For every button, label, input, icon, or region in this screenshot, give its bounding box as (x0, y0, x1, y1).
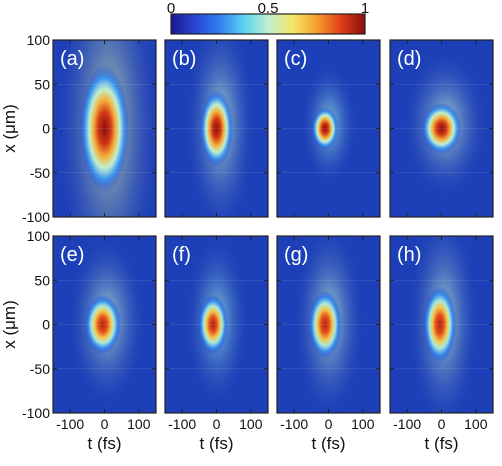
x-tick-label: 100 (239, 416, 263, 432)
panel-e: (e) (52, 235, 157, 414)
intensity-spot (79, 64, 130, 193)
colorbar-gradient (171, 14, 365, 34)
x-tick-label: 100 (127, 416, 151, 432)
panel-label: (h) (397, 244, 421, 266)
panel-g: (g) (276, 235, 381, 414)
x-axis-title: t (fs) (312, 434, 346, 453)
x-tick-label: 0 (213, 416, 221, 432)
colorbar-tick-label: 0.5 (258, 0, 279, 17)
y-tick-label: 0 (42, 317, 50, 333)
panel-a: (a) (52, 39, 157, 218)
panel-label: (g) (284, 244, 308, 266)
y-axis-title: x (μm) (0, 300, 19, 349)
y-tick-label: 100 (27, 228, 51, 244)
intensity-spot (198, 294, 228, 355)
panel-label: (b) (172, 48, 196, 70)
colorbar: 0 0.5 1 (167, 0, 369, 35)
intensity-spot (200, 90, 233, 167)
colorbar-tick-label: 1 (361, 0, 369, 17)
x-tick-label: 100 (464, 416, 488, 432)
x-axis-title: t (fs) (425, 434, 459, 453)
panel-b: (b) (164, 39, 269, 218)
y-tick-label: 0 (42, 121, 50, 137)
y-tick-label: 100 (27, 32, 51, 48)
y-tick-label: 50 (34, 76, 50, 92)
x-tick-label: -100 (56, 416, 84, 432)
panel-label: (e) (60, 244, 84, 266)
x-tick-label: -100 (280, 416, 308, 432)
intensity-spot (421, 103, 462, 154)
panel-label: (d) (397, 48, 421, 70)
panel-grid: (a) (b) (c) (d) (e) (f) (g) (h) (52, 39, 494, 414)
x-tick-label: 0 (325, 416, 333, 432)
x-tick-label: 0 (101, 416, 109, 432)
x-tick-label: 0 (438, 416, 446, 432)
panel-c: (c) (276, 39, 381, 218)
y-tick-label: -50 (30, 165, 50, 181)
panel-label: (c) (284, 48, 307, 70)
x-axis-title: t (fs) (200, 434, 234, 453)
colorbar-tick-label: 0 (167, 0, 175, 17)
panel-label: (a) (60, 48, 84, 70)
intensity-spot (84, 294, 121, 355)
panel-d: (d) (389, 39, 494, 218)
y-axis-title: x (μm) (0, 104, 19, 153)
x-tick-label: -100 (393, 416, 421, 432)
x-tick-label: 100 (351, 416, 375, 432)
x-axis-title: t (fs) (88, 434, 122, 453)
panel-h: (h) (389, 235, 494, 414)
panel-f: (f) (164, 235, 269, 414)
intensity-spot (423, 286, 457, 363)
intensity-spot (308, 290, 342, 359)
y-tick-label: -100 (22, 405, 50, 421)
x-tick-label: -100 (168, 416, 196, 432)
colorbar-frame (170, 13, 366, 35)
panel-label: (f) (172, 244, 191, 266)
intensity-spot (311, 107, 339, 150)
y-tick-label: 50 (34, 272, 50, 288)
y-tick-label: -50 (30, 361, 50, 377)
y-tick-label: -100 (22, 209, 50, 225)
